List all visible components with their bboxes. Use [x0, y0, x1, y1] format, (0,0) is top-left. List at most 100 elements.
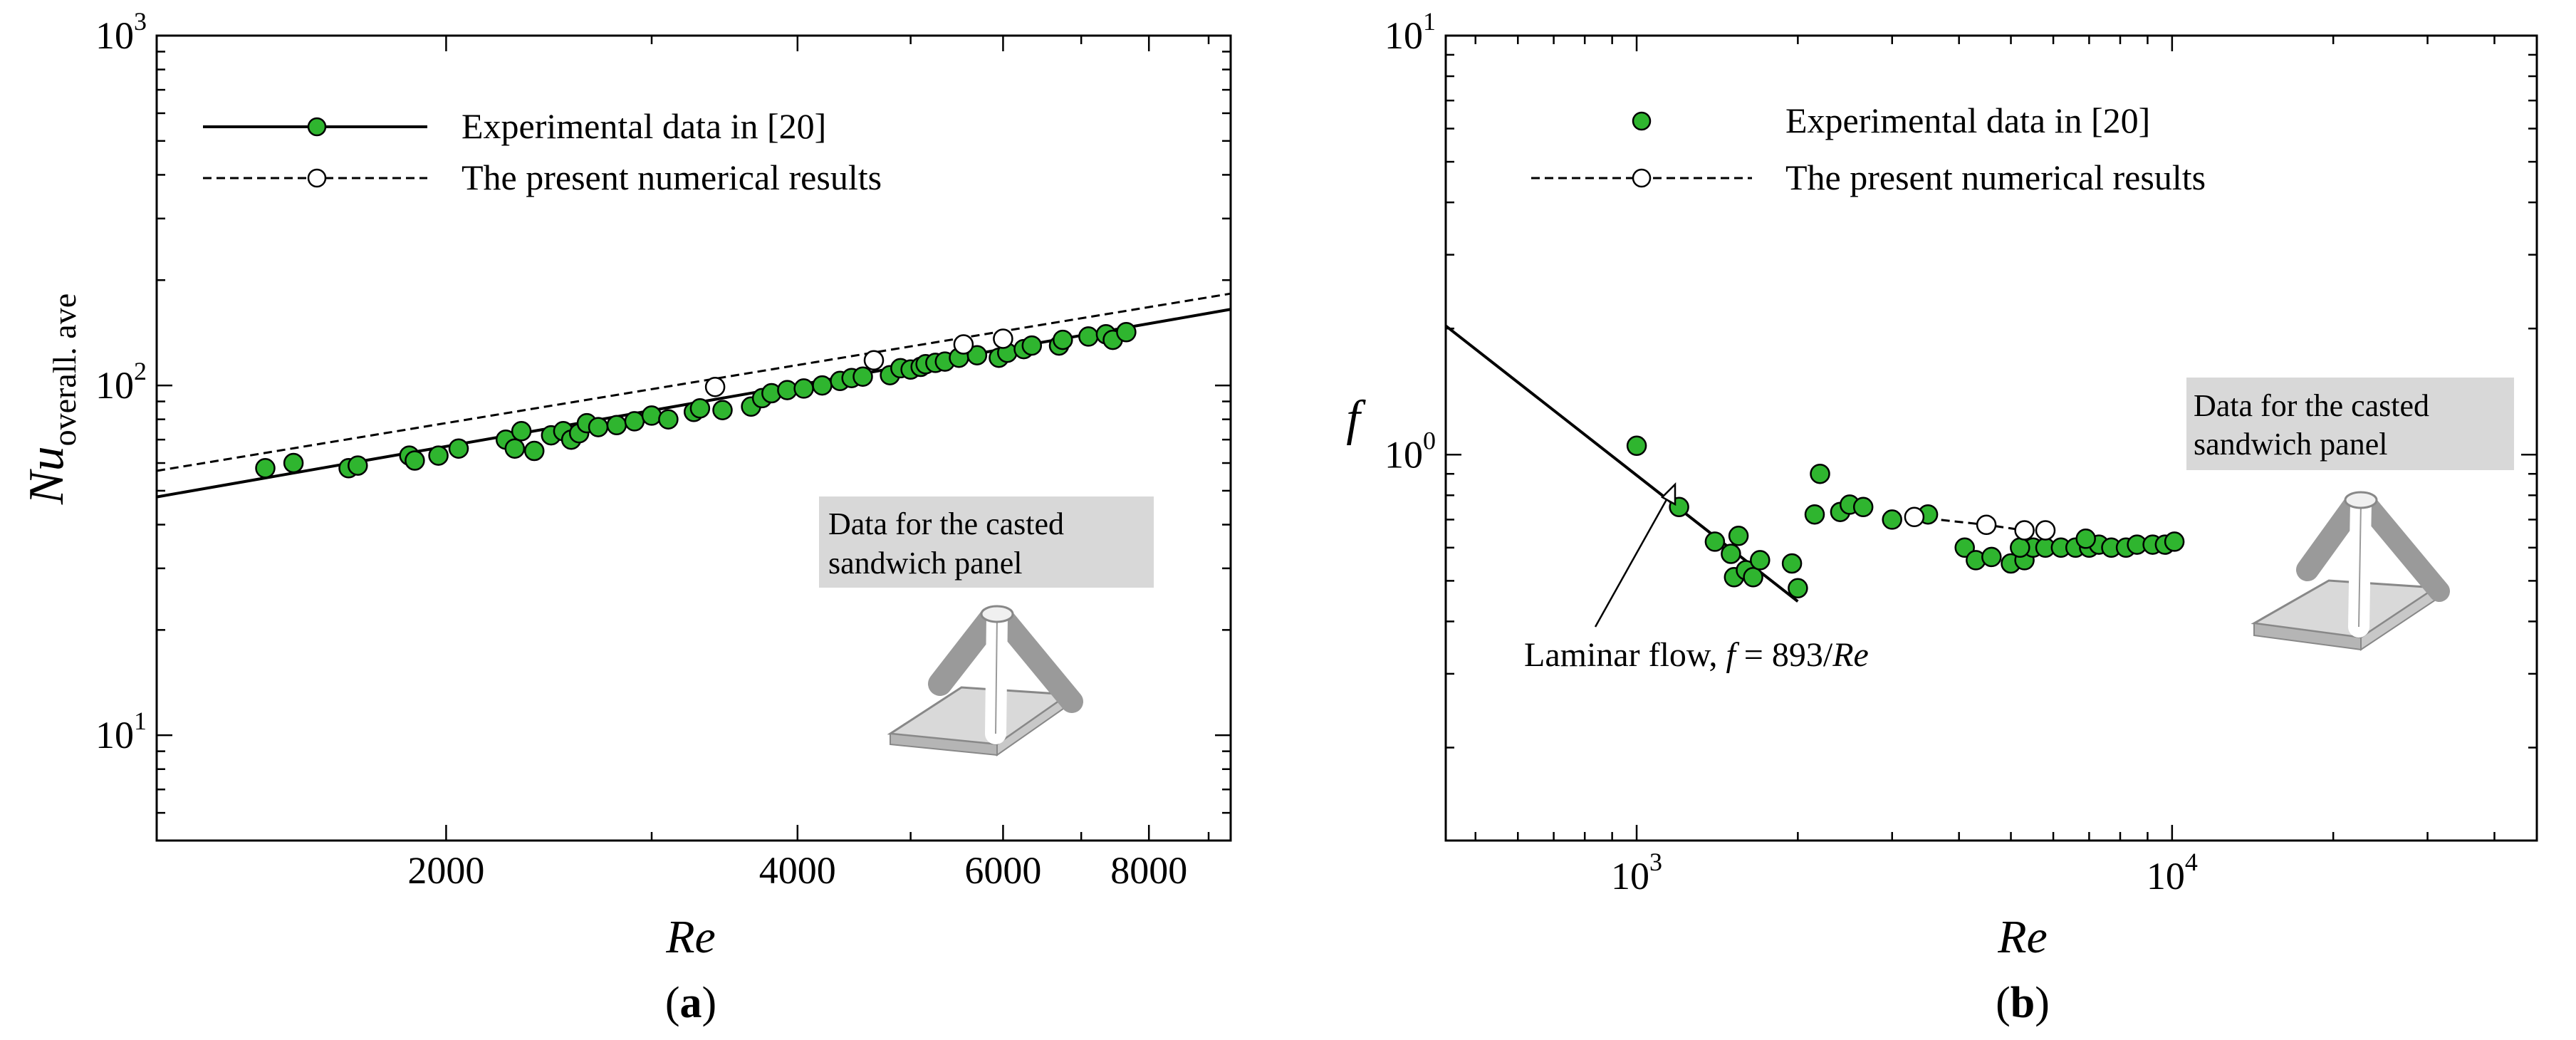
annotation-box [819, 496, 1154, 588]
annotation-line-1: Data for the casted [2194, 388, 2429, 423]
x-tick-label-1: 4000 [759, 849, 836, 892]
y-axis-label: Nuoverall. ave [19, 293, 83, 505]
numerical-point-2 [2014, 520, 2035, 541]
experimental-point-2 [1704, 531, 1726, 552]
legend: Experimental data in [20] The present nu… [1531, 100, 2206, 197]
x-tick-label-1: 104 [2147, 848, 2198, 898]
data-points [255, 322, 1137, 479]
axis-ticks: 100 101 103 104 [1385, 7, 2537, 898]
numerical-point-3 [2035, 520, 2056, 541]
x-tick-label-2: 6000 [964, 849, 1041, 892]
y-tick-label-1: 102 [95, 357, 147, 407]
panel-a-chart: 101 102 103 2000 4000 6000 8000 Experimental d… [19, 7, 1232, 1027]
experimental-point-34 [2164, 531, 2185, 552]
experimental-point-17 [588, 417, 609, 437]
experimental-point-46 [1021, 335, 1043, 356]
experimental-point-19 [624, 411, 645, 432]
experimental-point-6 [428, 445, 449, 466]
fit-line-numerical [156, 292, 1231, 472]
experimental-point-4 [1728, 526, 1749, 546]
experimental-point-1 [283, 452, 304, 474]
y-axis-label: f [1346, 391, 1366, 446]
experimental-point-16 [1882, 509, 1902, 530]
experimental-point-28 [777, 380, 798, 400]
annotation-box [2186, 378, 2514, 470]
fit-lines [156, 292, 1231, 499]
experimental-point-24 [712, 400, 733, 420]
experimental-point-18 [606, 415, 627, 436]
laminar-arrowhead [1660, 482, 1677, 506]
legend-label-experimental: Experimental data in [20] [462, 106, 826, 146]
experimental-point-52 [1116, 322, 1137, 343]
x-tick-label-0: 2000 [407, 849, 484, 892]
experimental-point-0 [1626, 435, 1647, 457]
experimental-point-8 [1750, 550, 1771, 571]
x-tick-label-3: 8000 [1110, 849, 1187, 892]
experimental-point-36 [2075, 529, 2096, 549]
plot-frame [155, 34, 1232, 842]
experimental-point-9 [1781, 553, 1803, 574]
experimental-point-30 [812, 375, 833, 396]
numerical-point-1 [863, 350, 885, 371]
x-axis-label: Re [1997, 911, 2048, 963]
experimental-point-3 [348, 455, 368, 476]
sandwich-panel-illustration [2251, 491, 2450, 651]
data-points [1626, 435, 2185, 599]
experimental-point-9 [504, 438, 526, 459]
numerical-point-2 [953, 334, 974, 355]
experimental-point-12 [1810, 463, 1830, 484]
experimental-point-11 [523, 440, 545, 462]
annotation-line-1: Data for the casted [828, 506, 1064, 541]
legend-label-numerical: The present numerical results [1785, 157, 2206, 197]
y-tick-label-2: 103 [95, 7, 147, 57]
svg-text:Nuoverall. ave: Nuoverall. ave [19, 293, 83, 505]
legend-marker-numerical [1632, 168, 1652, 188]
plot-frame [1444, 34, 2538, 842]
experimental-point-23 [689, 398, 711, 419]
y-tick-label-0: 101 [95, 707, 147, 756]
experimental-point-29 [793, 378, 814, 399]
panel-b-chart: 100 101 103 104 Experimental data in [20] T… [1346, 7, 2538, 1027]
annotation-line-2: sandwich panel [828, 546, 1022, 581]
annotation-line-2: sandwich panel [2194, 427, 2387, 462]
legend-label-experimental: Experimental data in [20] [1785, 100, 2150, 140]
numerical-point-3 [993, 328, 1013, 349]
experimental-point-48 [1053, 329, 1073, 350]
experimental-point-5 [405, 450, 425, 471]
experimental-point-35 [2010, 537, 2030, 558]
experimental-point-20 [641, 405, 662, 426]
laminar-flow-label: Laminar flow, f = 893/Re [1524, 636, 1869, 674]
sandwich-panel-illustration [887, 605, 1083, 756]
legend-marker-experimental [307, 117, 327, 137]
y-tick-label-0: 100 [1385, 426, 1436, 476]
experimental-point-20 [1981, 546, 2002, 568]
experimental-point-7 [1743, 567, 1763, 588]
experimental-point-33 [852, 366, 873, 387]
experimental-point-18 [1954, 537, 1975, 558]
experimental-point-42 [966, 345, 988, 365]
experimental-point-11 [1804, 504, 1825, 525]
legend: Experimental data in [20] The present nu… [203, 106, 882, 197]
legend-marker-numerical [307, 168, 327, 188]
x-tick-label-0: 103 [1611, 848, 1662, 898]
panel-label-a: (a) [665, 979, 716, 1027]
experimental-point-21 [658, 409, 679, 430]
experimental-point-10 [511, 421, 532, 442]
experimental-point-10 [1788, 578, 1808, 599]
numerical-point-1 [1976, 514, 1997, 536]
panel-label-b: (b) [1996, 979, 2050, 1027]
experimental-point-15 [1852, 496, 1874, 518]
x-axis-label: Re [665, 911, 716, 963]
experimental-point-49 [1078, 326, 1099, 347]
experimental-point-3 [1721, 544, 1741, 564]
axis-ticks: 101 102 103 2000 4000 6000 8000 [95, 7, 1231, 892]
laminar-line [1444, 324, 1799, 603]
numerical-point-0 [1904, 506, 1925, 528]
experimental-point-7 [448, 438, 469, 459]
laminar-arrow [1594, 484, 1677, 628]
numerical-point-0 [704, 376, 726, 397]
legend-label-numerical: The present numerical results [462, 157, 882, 197]
legend-marker-experimental [1632, 111, 1652, 131]
y-tick-label-1: 101 [1385, 7, 1436, 57]
